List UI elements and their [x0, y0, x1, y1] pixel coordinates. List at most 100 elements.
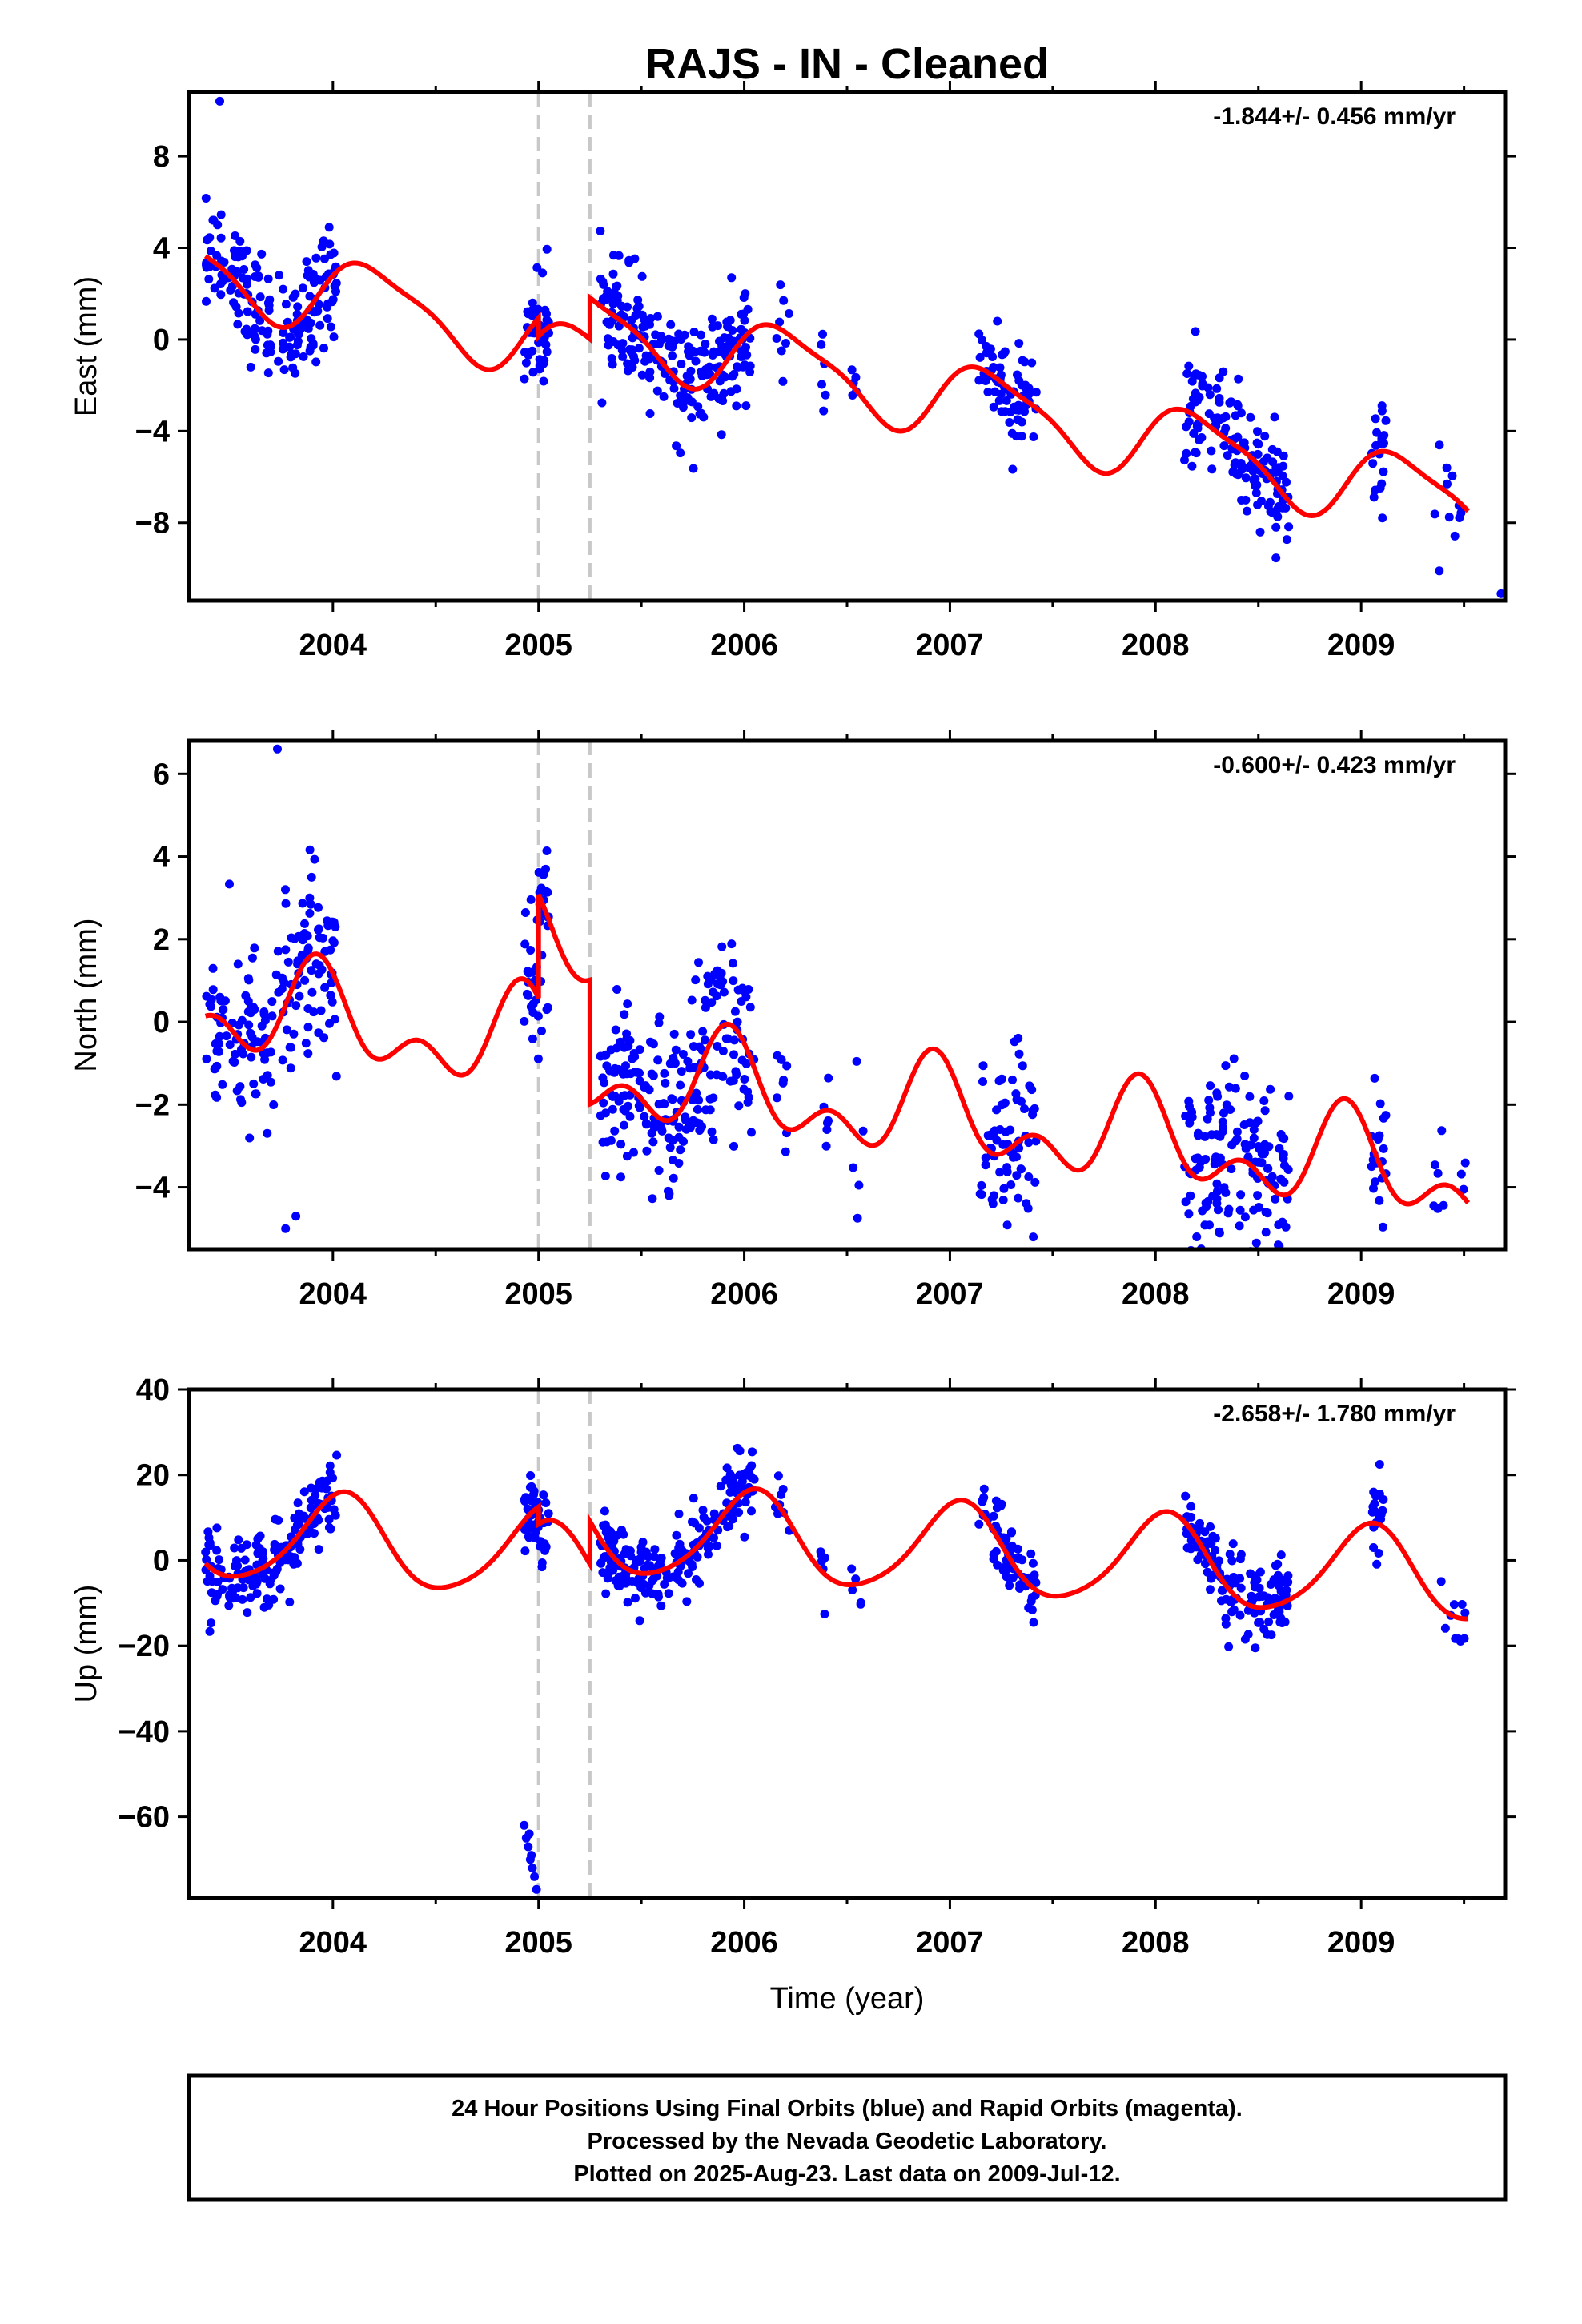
data-point	[1222, 1100, 1231, 1110]
data-point	[236, 1095, 245, 1104]
data-point	[669, 384, 679, 393]
data-point	[537, 1562, 547, 1572]
data-point	[600, 1051, 609, 1060]
data-point	[520, 374, 529, 384]
data-point	[772, 334, 781, 343]
data-point	[293, 1498, 303, 1508]
data-point	[596, 1111, 605, 1120]
data-point	[299, 1487, 309, 1497]
data-point	[285, 332, 295, 342]
data-point	[616, 1172, 625, 1182]
data-point	[1282, 535, 1291, 545]
data-point	[251, 272, 259, 281]
data-point	[1186, 1536, 1196, 1546]
data-point	[1266, 1084, 1275, 1094]
data-point	[1017, 417, 1026, 427]
data-point	[522, 989, 532, 999]
data-point	[773, 1471, 783, 1481]
data-point	[324, 223, 334, 232]
data-point	[674, 1509, 684, 1518]
data-point	[643, 1560, 652, 1570]
data-point	[1020, 1104, 1029, 1113]
data-point	[319, 344, 328, 353]
data-point	[678, 1050, 688, 1059]
data-point	[676, 448, 685, 458]
data-point	[1442, 463, 1452, 472]
data-point	[324, 1514, 334, 1524]
data-points	[201, 1443, 1470, 1894]
data-point	[209, 215, 219, 225]
data-point	[608, 1104, 617, 1114]
data-point	[681, 1116, 690, 1125]
data-point	[713, 321, 722, 331]
data-point	[1263, 453, 1272, 463]
data-point	[214, 1047, 223, 1056]
data-point	[1219, 1108, 1228, 1118]
data-point	[219, 258, 229, 267]
data-point	[610, 1092, 620, 1101]
data-point	[1271, 553, 1281, 563]
data-point	[1375, 1131, 1384, 1140]
data-point	[1006, 1528, 1016, 1538]
data-point	[207, 1618, 216, 1628]
data-point	[1381, 416, 1391, 425]
data-point	[216, 210, 226, 219]
data-point	[314, 1028, 323, 1038]
data-point	[729, 1478, 738, 1488]
data-point	[1270, 412, 1279, 422]
data-point	[1225, 398, 1235, 408]
data-point	[274, 1515, 283, 1525]
data-point	[993, 1560, 1002, 1570]
data-point	[729, 1050, 738, 1059]
data-point	[303, 1049, 313, 1059]
data-point	[526, 1471, 536, 1480]
x-tick-label: 2005	[504, 1277, 572, 1311]
data-point	[1010, 1037, 1019, 1047]
data-point	[1232, 1252, 1241, 1261]
data-point	[1440, 1623, 1450, 1633]
data-point	[999, 1184, 1009, 1193]
data-point	[1203, 1567, 1212, 1577]
data-point	[1229, 1054, 1239, 1063]
data-point	[603, 334, 612, 344]
data-point	[818, 329, 827, 339]
data-point	[278, 1055, 287, 1065]
data-point	[326, 322, 335, 332]
data-point	[1031, 388, 1041, 397]
data-point	[1253, 427, 1262, 436]
data-point	[741, 1498, 750, 1507]
data-point	[231, 302, 241, 312]
data-point	[325, 1468, 335, 1478]
x-tick-label: 2009	[1327, 1926, 1395, 1960]
data-point	[1186, 1502, 1196, 1511]
data-point	[737, 1055, 747, 1065]
data-point	[703, 971, 713, 981]
data-point-outlier	[524, 1829, 534, 1839]
data-point	[1230, 460, 1239, 470]
data-point	[688, 1096, 697, 1104]
data-point	[1433, 1168, 1443, 1178]
data-point	[705, 362, 714, 372]
data-point	[979, 1484, 989, 1494]
data-point	[741, 289, 750, 299]
data-point	[289, 1029, 299, 1039]
data-point	[1015, 1584, 1025, 1593]
data-point	[542, 846, 552, 855]
data-point	[991, 1546, 1001, 1556]
data-point	[1030, 1570, 1039, 1580]
data-point	[1182, 448, 1191, 458]
data-point	[636, 1547, 646, 1557]
data-point	[537, 1027, 546, 1035]
data-point	[728, 1514, 737, 1524]
data-point	[817, 340, 826, 349]
data-point	[821, 390, 830, 400]
data-point	[1233, 432, 1243, 442]
data-point	[286, 1063, 295, 1073]
data-point	[1182, 422, 1191, 432]
data-point	[520, 1497, 530, 1506]
data-point	[1184, 361, 1194, 371]
data-point	[1240, 1072, 1250, 1080]
data-point	[274, 356, 283, 366]
data-point	[729, 1141, 738, 1151]
data-point	[668, 1136, 677, 1145]
